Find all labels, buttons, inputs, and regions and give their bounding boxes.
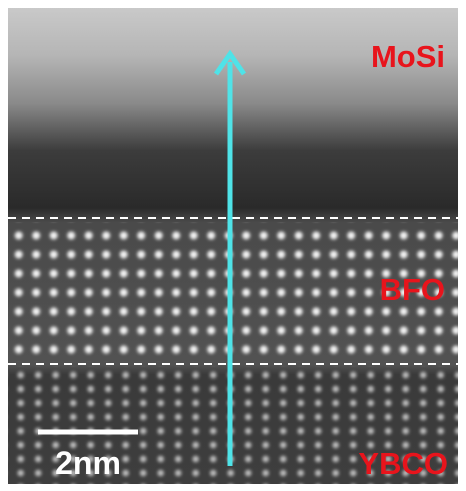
arrow-head [213,49,247,76]
scale-bar-label: 2nm [55,445,121,481]
bfo-lattice [8,222,458,362]
layer-label: MoSi [371,39,445,74]
layer-label: BFO [380,272,445,307]
ybco-lattice [8,366,458,484]
layer-label: YBCO [358,446,448,481]
